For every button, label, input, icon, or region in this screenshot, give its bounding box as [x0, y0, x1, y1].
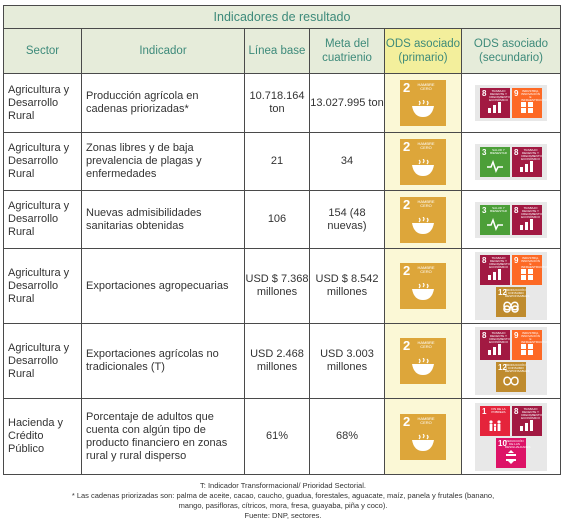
- ods-8-decent-work-icon: 8 TRABAJO DECENTE Y CRECIMIENTO ECONÓMICO: [512, 405, 542, 436]
- table-row: Hacienda y Crédito Público Porcentaje de…: [3, 398, 561, 475]
- target-cell: USD 3.003 millones: [309, 323, 385, 399]
- secondary-ods-group: 3 SALUD Y BIENESTAR 8 TRABAJO DECENTE Y CRE…: [475, 143, 547, 180]
- header-baseline: Línea base: [244, 28, 310, 74]
- sector-cell: Hacienda y Crédito Público: [3, 398, 82, 475]
- header-ods-primary: ODS asociado (primario): [384, 28, 462, 74]
- table-row: Agricultura y Desarrollo Rural Producció…: [3, 73, 561, 133]
- sector-cell: Agricultura y Desarrollo Rural: [3, 73, 82, 133]
- indicator-cell: Nuevas admisibilidades sanitarias obteni…: [81, 190, 245, 249]
- indicator-cell: Porcentaje de adultos que cuenta con alg…: [81, 398, 245, 475]
- target-cell: 154 (48 nuevas): [309, 190, 385, 249]
- ods-2-hunger-icon: 2 HAMBRE CERO: [400, 138, 446, 185]
- indicator-cell: Exportaciones agrícolas no tradicionales…: [81, 323, 245, 399]
- ods-8-decent-work-icon: 8 TRABAJO DECENTE Y CRECIMIENTO ECONÓMICO: [480, 88, 510, 118]
- ods-8-decent-work-icon: 8 TRABAJO DECENTE Y CRECIMIENTO ECONÓMICO: [480, 255, 510, 285]
- target-cell: 13.027.995 ton: [309, 73, 385, 133]
- ods-12-responsible-consumption-icon: 12 PRODUCCIÓN Y CONSUMO RESPONSABLES: [496, 362, 529, 392]
- table-title: Indicadores de resultado: [3, 5, 561, 29]
- baseline-cell: 21: [244, 132, 310, 191]
- footnote-source: Fuente: DNP, sectores.: [244, 511, 322, 520]
- baseline-cell: 10.718.164 ton: [244, 73, 310, 133]
- ods-3-health-icon: 3 SALUD Y BIENESTAR: [480, 204, 510, 235]
- ods-9-industry-icon: 9 INDUSTRIA, INNOVACIÓN E INFRAESTRUCTURA: [512, 255, 551, 285]
- sector-cell: Agricultura y Desarrollo Rural: [3, 248, 82, 324]
- ods-3-health-icon: 3 SALUD Y BIENESTAR: [480, 146, 510, 177]
- ods-12-responsible-consumption-icon: 12 PRODUCCIÓN Y CONSUMO RESPONSABLES: [496, 287, 529, 317]
- indicator-cell: Exportaciones agropecuarias: [81, 248, 245, 324]
- table-row: Agricultura y Desarrollo Rural Nuevas ad…: [3, 190, 561, 249]
- header-indicator: Indicador: [81, 28, 245, 74]
- ods-9-industry-icon: 9 INDUSTRIA, INNOVACIÓN E INFRAESTRUCTURA: [512, 88, 551, 118]
- secondary-ods-group: 1 FIN DE LA POBREZA 8 TRABAJO DECENTE Y CRE…: [475, 402, 547, 471]
- footnote-prioritized-chains: * Las cadenas priorizadas son: palma de …: [71, 491, 495, 500]
- ods-2-hunger-icon: 2 HAMBRE CERO: [400, 196, 446, 243]
- table-row: Agricultura y Desarrollo Rural Exportaci…: [3, 323, 561, 399]
- secondary-ods-group: 8 TRABAJO DECENTE Y CRECIMIENTO ECONÓMICO…: [475, 327, 551, 395]
- baseline-cell: 61%: [244, 398, 310, 475]
- footnote-prioritized-chains-cont: mango, pasifloras, cítricos, mora, fresa…: [178, 501, 388, 510]
- table-row: Agricultura y Desarrollo Rural Exportaci…: [3, 248, 561, 324]
- indicator-cell: Zonas libres y de baja prevalencia de pl…: [81, 132, 245, 191]
- secondary-ods-group: 8 TRABAJO DECENTE Y CRECIMIENTO ECONÓMICO…: [475, 252, 551, 320]
- table-row: Agricultura y Desarrollo Rural Zonas lib…: [3, 132, 561, 191]
- sector-cell: Agricultura y Desarrollo Rural: [3, 190, 82, 249]
- baseline-cell: USD $ 7.368 millones: [244, 248, 310, 324]
- ods-2-hunger-icon: 2 HAMBRE CERO: [400, 80, 446, 126]
- ods-2-hunger-icon: 2 HAMBRE CERO: [400, 413, 446, 460]
- results-table: Indicadores de resultado Sector Indicado…: [3, 5, 561, 475]
- secondary-ods-group: 3 SALUD Y BIENESTAR 8 TRABAJO DECENTE Y CRE…: [475, 201, 547, 238]
- ods-2-hunger-icon: 2 HAMBRE CERO: [400, 338, 446, 384]
- target-cell: 34: [309, 132, 385, 191]
- ods-1-no-poverty-icon: 1 FIN DE LA POBREZA: [480, 405, 510, 436]
- ods-9-industry-icon: 9 INDUSTRIA, INNOVACIÓN E INFRAESTRUCTURA: [512, 330, 551, 360]
- ods-8-decent-work-icon: 8 TRABAJO DECENTE Y CRECIMIENTO ECONÓMICO: [512, 204, 542, 235]
- sector-cell: Agricultura y Desarrollo Rural: [3, 323, 82, 399]
- results-table-container: Indicadores de resultado Sector Indicado…: [3, 5, 561, 475]
- baseline-cell: 106: [244, 190, 310, 249]
- target-cell: 68%: [309, 398, 385, 475]
- ods-2-hunger-icon: 2 HAMBRE CERO: [400, 263, 446, 309]
- secondary-ods-group: 8 TRABAJO DECENTE Y CRECIMIENTO ECONÓMICO…: [475, 85, 551, 121]
- header-target: Meta del cuatrienio: [309, 28, 385, 74]
- baseline-cell: USD 2.468 millones: [244, 323, 310, 399]
- footnote-transformational: T: Indicador Transformacional/ Prioridad…: [200, 481, 366, 490]
- target-cell: USD $ 8.542 millones: [309, 248, 385, 324]
- ods-8-decent-work-icon: 8 TRABAJO DECENTE Y CRECIMIENTO ECONÓMICO: [480, 330, 510, 360]
- indicator-cell: Producción agrícola en cadenas priorizad…: [81, 73, 245, 133]
- header-ods-secondary: ODS asociado (secundario): [461, 28, 561, 74]
- ods-8-decent-work-icon: 8 TRABAJO DECENTE Y CRECIMIENTO ECONÓMICO: [512, 146, 542, 177]
- ods-10-reduced-inequalities-icon: 10 REDUCCIÓN DE LAS DESIGUALDADES: [496, 437, 531, 468]
- sector-cell: Agricultura y Desarrollo Rural: [3, 132, 82, 191]
- header-sector: Sector: [3, 28, 82, 74]
